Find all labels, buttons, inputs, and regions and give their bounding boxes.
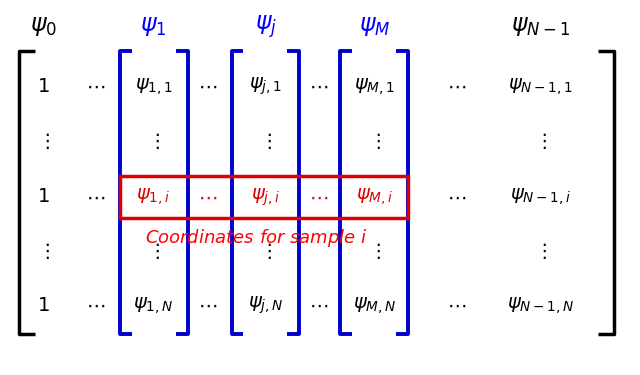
Text: Coordinates for sample $i$: Coordinates for sample $i$ (145, 227, 367, 249)
Text: $\cdots$: $\cdots$ (309, 296, 328, 315)
Text: $1$: $1$ (37, 77, 50, 96)
Text: $\cdots$: $\cdots$ (86, 188, 106, 206)
Text: $\psi_{N-1,1}$: $\psi_{N-1,1}$ (508, 76, 573, 97)
Text: $\cdots$: $\cdots$ (447, 188, 466, 206)
Text: $\psi_{j,i}$: $\psi_{j,i}$ (251, 186, 280, 208)
Text: $\cdots$: $\cdots$ (86, 296, 106, 315)
Text: $\psi_{M,i}$: $\psi_{M,i}$ (356, 186, 393, 207)
Text: $\psi_M$: $\psi_M$ (358, 14, 390, 38)
Text: $\psi_{1,i}$: $\psi_{1,i}$ (136, 186, 171, 207)
Text: $\cdots$: $\cdots$ (309, 77, 328, 96)
Text: $\psi_1$: $\psi_1$ (140, 14, 167, 38)
Text: $1$: $1$ (37, 296, 50, 315)
Text: $\psi_{M,1}$: $\psi_{M,1}$ (354, 76, 395, 97)
Text: $\vdots$: $\vdots$ (368, 130, 381, 151)
Text: $\cdots$: $\cdots$ (198, 296, 218, 315)
Text: $\vdots$: $\vdots$ (37, 241, 50, 261)
Text: $\vdots$: $\vdots$ (147, 130, 160, 151)
Text: $\cdots$: $\cdots$ (447, 296, 466, 315)
Text: $\vdots$: $\vdots$ (259, 130, 272, 151)
Text: $1$: $1$ (37, 188, 50, 206)
Text: $\vdots$: $\vdots$ (534, 241, 547, 261)
Text: $\vdots$: $\vdots$ (259, 241, 272, 261)
Text: $\psi_{N-1,N}$: $\psi_{N-1,N}$ (507, 295, 575, 316)
Text: $\vdots$: $\vdots$ (147, 241, 160, 261)
Text: $\psi_{j,1}$: $\psi_{j,1}$ (249, 75, 282, 97)
Text: $\vdots$: $\vdots$ (37, 130, 50, 151)
Bar (120, 176, 408, 218)
Text: $\psi_{1,1}$: $\psi_{1,1}$ (134, 76, 173, 97)
Text: $\cdots$: $\cdots$ (198, 188, 218, 206)
Text: $\vdots$: $\vdots$ (368, 241, 381, 261)
Text: $\cdots$: $\cdots$ (86, 77, 106, 96)
Text: $\psi_j$: $\psi_j$ (255, 13, 276, 40)
Text: $\vdots$: $\vdots$ (534, 130, 547, 151)
Text: $\psi_{M,N}$: $\psi_{M,N}$ (353, 295, 396, 316)
Text: $\psi_{1,N}$: $\psi_{1,N}$ (133, 295, 174, 316)
Text: $\cdots$: $\cdots$ (198, 77, 218, 96)
Text: $\psi_{N-1}$: $\psi_{N-1}$ (511, 14, 570, 38)
Text: $\psi_{j,N}$: $\psi_{j,N}$ (248, 295, 284, 316)
Text: $\psi_0$: $\psi_0$ (30, 14, 57, 38)
Text: $\cdots$: $\cdots$ (447, 77, 466, 96)
Text: $\cdots$: $\cdots$ (309, 188, 328, 206)
Text: $\psi_{N-1,i}$: $\psi_{N-1,i}$ (510, 186, 572, 207)
